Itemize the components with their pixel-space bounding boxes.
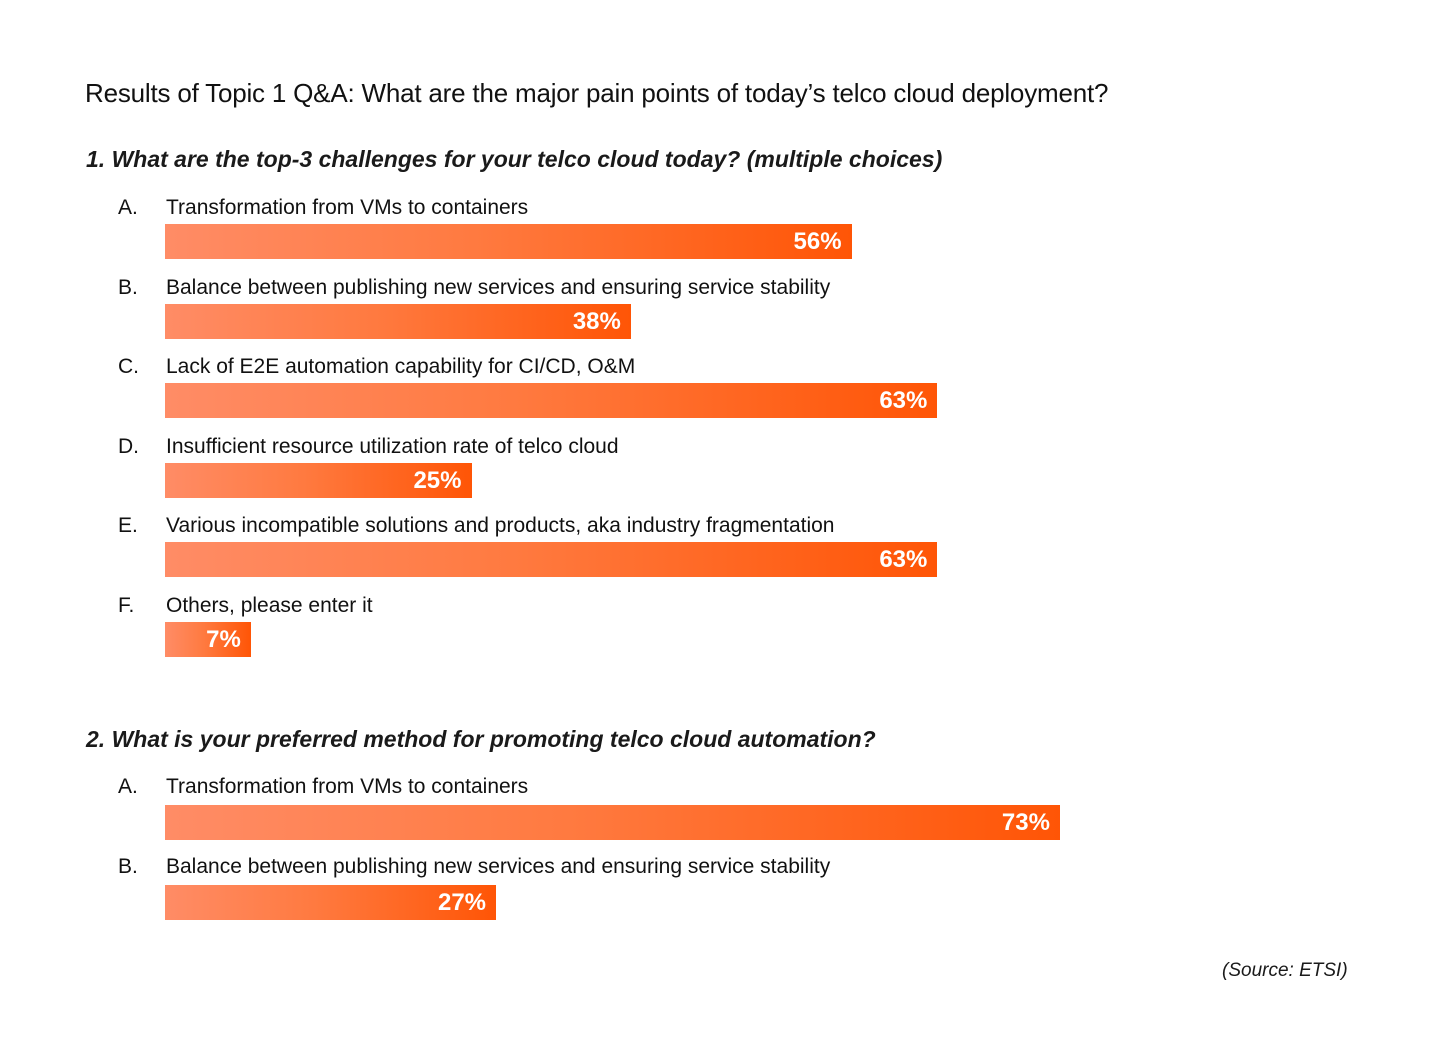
option-label: Various incompatible solutions and produ… [166, 514, 835, 538]
option-letter: A. [118, 196, 138, 219]
bar-value-label: 25% [413, 466, 462, 494]
option-label: Transformation from VMs to containers [166, 196, 529, 219]
option-letter: D. [118, 434, 139, 458]
option-letter: A. [118, 775, 138, 798]
bar: 56% [165, 224, 852, 259]
option-label: Lack of E2E automation capability for CI… [166, 355, 636, 379]
source-note: (Source: ETSI) [1222, 960, 1348, 981]
bar: 25% [165, 462, 472, 498]
bar: 38% [165, 303, 631, 339]
option-label: Balance between publishing new services … [166, 275, 831, 299]
bar-value-label: 63% [879, 546, 928, 574]
option-letter: B. [118, 855, 138, 878]
question-2-title: 2. What is your preferred method for pro… [86, 726, 876, 752]
option-label: Transformation from VMs to containers [166, 775, 529, 798]
bar: 63% [165, 383, 938, 419]
option-label: Insufficient resource utilization rate o… [166, 434, 619, 458]
bar: 73% [165, 805, 1060, 840]
question-1-title: 1. What are the top-3 challenges for you… [86, 146, 943, 172]
bar-value-label: 63% [879, 387, 928, 415]
option-label: Balance between publishing new services … [166, 855, 831, 878]
bar-value-label: 73% [1001, 809, 1050, 836]
option-letter: E. [118, 514, 138, 538]
bar: 7% [165, 622, 251, 657]
bar-value-label: 38% [572, 307, 621, 335]
bar-value-label: 27% [437, 889, 487, 916]
bar-value-label: 7% [206, 626, 241, 653]
bar: 27% [165, 885, 497, 920]
page-title: Results of Topic 1 Q&A: What are the maj… [85, 78, 1109, 108]
option-letter: B. [118, 275, 138, 299]
bar: 63% [165, 542, 938, 578]
option-letter: C. [118, 355, 139, 379]
option-label: Others, please enter it [166, 594, 373, 617]
bar-value-label: 56% [793, 228, 842, 255]
option-letter: F. [118, 594, 135, 617]
